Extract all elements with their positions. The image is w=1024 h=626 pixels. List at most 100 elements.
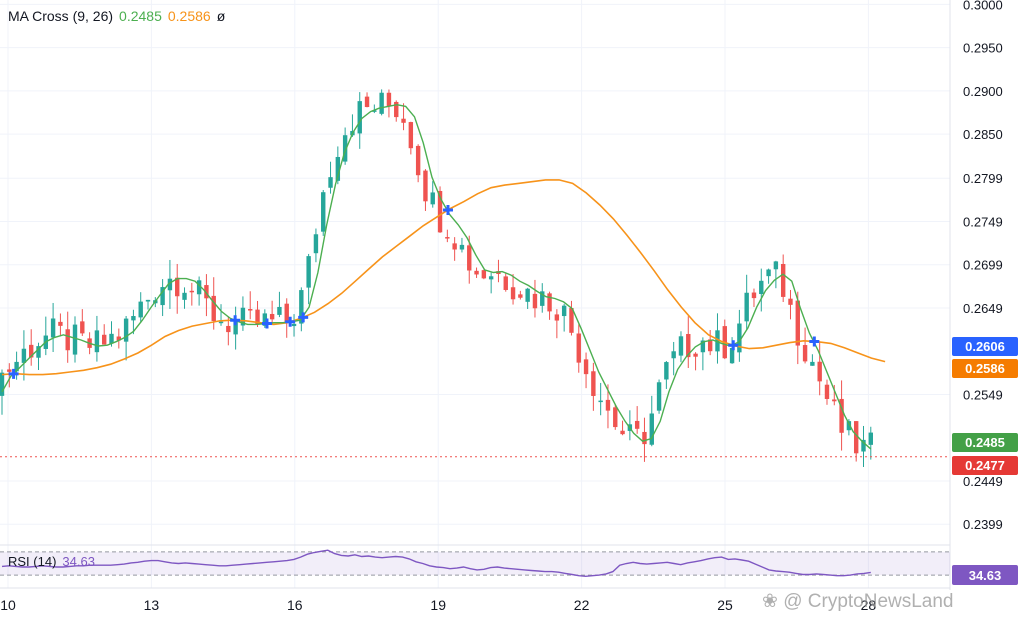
price-tick-label: 0.2950 bbox=[963, 41, 1003, 56]
candle-body bbox=[196, 280, 202, 295]
ma-slow-value: 0.2586 bbox=[167, 8, 211, 24]
candle-body bbox=[102, 334, 107, 345]
candle-body bbox=[868, 432, 873, 445]
ma-legend[interactable]: MA Cross (9, 26) 0.2485 0.2586 ø bbox=[8, 8, 231, 24]
price-tick-label: 0.2900 bbox=[963, 84, 1003, 99]
candle-body bbox=[160, 287, 165, 306]
visibility-icon[interactable]: ø bbox=[216, 8, 226, 24]
candle-body bbox=[649, 413, 654, 445]
candle-body bbox=[284, 303, 289, 323]
candle-body bbox=[583, 359, 589, 375]
ma-fast-value: 0.2485 bbox=[119, 8, 162, 24]
date-tick-label: 19 bbox=[430, 597, 446, 613]
rsi-legend[interactable]: RSI (14) 34.63 bbox=[8, 554, 101, 569]
candle-body bbox=[591, 371, 596, 396]
candle-body bbox=[21, 348, 27, 363]
candle-body bbox=[372, 110, 377, 112]
candle-body bbox=[802, 345, 808, 362]
candle-body bbox=[357, 101, 362, 134]
candle-body bbox=[510, 287, 516, 300]
candle-body bbox=[861, 439, 866, 452]
watermark-logo-icon: ❀ @ bbox=[762, 591, 808, 612]
time-axis[interactable]: 10 13 16 19 22 25 28 bbox=[0, 597, 876, 613]
candle-body bbox=[634, 420, 640, 429]
candle-body bbox=[693, 353, 698, 357]
candle-body bbox=[700, 340, 706, 353]
candle-body bbox=[459, 244, 465, 250]
candle-body bbox=[671, 351, 676, 359]
candle-body bbox=[255, 309, 260, 325]
candle-body bbox=[759, 280, 764, 295]
cross-markers bbox=[8, 204, 820, 379]
candle-body bbox=[262, 313, 268, 326]
candle-body bbox=[613, 407, 618, 428]
candle-body bbox=[7, 369, 12, 372]
candle-body bbox=[226, 325, 231, 333]
price-tick-label: 0.2549 bbox=[963, 387, 1003, 402]
candle-body bbox=[109, 333, 114, 344]
price-tick-label: 0.2449 bbox=[963, 474, 1003, 489]
candle-body bbox=[445, 237, 450, 239]
candle-body bbox=[656, 382, 662, 411]
rsi-value-tag-text: 34.63 bbox=[969, 568, 1002, 583]
date-tick-label: 13 bbox=[144, 597, 160, 613]
ma-cross-marker bbox=[230, 315, 241, 326]
ma-cross-marker bbox=[809, 336, 820, 347]
candle-body bbox=[751, 292, 757, 299]
candle-body bbox=[145, 299, 151, 302]
candle-body bbox=[175, 277, 180, 297]
candle-body bbox=[605, 399, 611, 411]
candle-body bbox=[576, 333, 581, 363]
ma-fast-line bbox=[1, 103, 872, 450]
candle-body bbox=[335, 156, 341, 181]
price-axis[interactable]: 0.3000 0.2950 0.2900 0.2850 0.2799 0.2749 0.26… bbox=[963, 0, 1003, 532]
candle-body bbox=[204, 285, 209, 299]
candle-body bbox=[532, 293, 538, 309]
candle-body bbox=[321, 192, 326, 232]
candle-body bbox=[123, 318, 129, 342]
candle-body bbox=[715, 330, 720, 352]
rsi-line bbox=[1, 549, 871, 578]
price-tick-label: 0.2399 bbox=[963, 517, 1003, 532]
candle-body bbox=[218, 321, 224, 324]
date-tick-label: 16 bbox=[287, 597, 303, 613]
candle-body bbox=[401, 118, 406, 123]
candle-body bbox=[664, 362, 669, 380]
grid bbox=[0, 0, 951, 590]
watermark: ❀ @ CryptoNewsLand bbox=[762, 590, 954, 613]
price-tag-red: 0.2477 bbox=[952, 456, 1018, 475]
candle-body bbox=[394, 101, 399, 118]
candle-body bbox=[50, 318, 56, 338]
candle-body bbox=[737, 323, 742, 353]
candle-body bbox=[58, 321, 63, 326]
candle-body bbox=[29, 344, 34, 358]
candle-body bbox=[846, 421, 852, 431]
candle-body bbox=[467, 245, 472, 271]
candle-body bbox=[240, 307, 246, 326]
ma-cross-marker bbox=[298, 312, 309, 323]
price-tag-orange-value: 0.2586 bbox=[965, 361, 1005, 376]
candle-body bbox=[342, 135, 348, 162]
candle-body bbox=[832, 399, 837, 402]
candle-body bbox=[36, 346, 41, 358]
price-tick-label: 0.2699 bbox=[963, 258, 1003, 273]
ma-cross-marker bbox=[261, 318, 272, 329]
candle-body bbox=[269, 313, 275, 320]
candle-body bbox=[364, 96, 370, 108]
candle-body bbox=[277, 306, 282, 315]
rsi-value-tag: 34.63 bbox=[952, 565, 1018, 585]
candle-body bbox=[620, 430, 625, 435]
candle-body bbox=[481, 270, 487, 279]
candle-body bbox=[744, 292, 749, 322]
price-tag-green: 0.2485 bbox=[952, 433, 1018, 452]
candle-body bbox=[839, 398, 844, 433]
candle-body bbox=[678, 336, 684, 356]
price-tick-label: 0.2749 bbox=[963, 214, 1003, 229]
ma-cross-marker bbox=[728, 340, 739, 351]
candle-body bbox=[569, 308, 574, 333]
candle-body bbox=[503, 276, 508, 290]
ma-cross-marker bbox=[8, 368, 19, 379]
candle-body bbox=[116, 336, 122, 341]
date-tick-label: 10 bbox=[0, 597, 16, 613]
